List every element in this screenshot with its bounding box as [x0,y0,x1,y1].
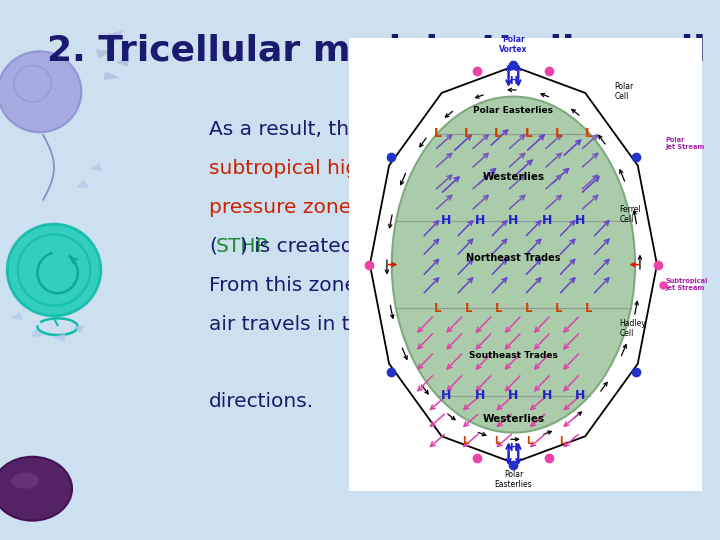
Text: H: H [575,214,585,227]
Polygon shape [72,326,85,333]
Text: H: H [474,214,485,227]
Text: subtropical high: subtropical high [209,159,371,178]
Text: As a result, the: As a result, the [209,120,361,139]
Text: L: L [555,302,562,315]
Text: Subtropical
Jet Stream: Subtropical Jet Stream [665,278,708,291]
Text: Polar
Easterlies: Polar Easterlies [495,470,532,489]
Polygon shape [96,49,112,59]
FancyBboxPatch shape [349,38,702,491]
Text: H: H [509,77,518,86]
Text: L: L [495,302,502,315]
Text: STHP: STHP [215,237,268,256]
Text: Southeast Trades: Southeast Trades [469,351,558,360]
Text: L: L [524,127,533,140]
Ellipse shape [0,457,72,521]
Text: L: L [434,127,442,140]
Text: Hadley
Cell: Hadley Cell [619,319,646,338]
Text: Northeast Trades: Northeast Trades [466,253,561,263]
Polygon shape [103,71,120,80]
Text: L: L [526,436,533,446]
Polygon shape [76,180,89,188]
Text: L: L [464,302,472,315]
Text: L: L [494,436,500,446]
Ellipse shape [0,51,81,132]
Ellipse shape [7,224,101,316]
Text: air travels in two: air travels in two [209,314,378,334]
Text: Polar
Cell: Polar Cell [614,82,634,102]
Ellipse shape [392,97,635,433]
Text: Westerlies: Westerlies [482,414,544,424]
Text: L: L [462,436,468,446]
Text: H: H [508,214,518,227]
Text: L: L [495,127,503,140]
Text: From this zone, the: From this zone, the [209,275,403,295]
Text: Polar
Vortex: Polar Vortex [499,35,528,54]
Text: H: H [509,443,518,453]
Text: Westerlies: Westerlies [482,172,544,182]
Text: L: L [559,436,565,446]
Polygon shape [89,163,102,172]
Text: L: L [585,302,593,315]
Text: H: H [474,389,485,402]
Polygon shape [30,328,43,337]
Text: ) is created.: ) is created. [240,237,360,256]
Text: H: H [541,214,552,227]
Polygon shape [53,333,66,342]
Text: L: L [585,127,593,140]
Ellipse shape [12,472,39,489]
Text: Ferrel
Cell: Ferrel Cell [619,205,641,224]
Text: pressure zone: pressure zone [209,198,351,217]
Text: H: H [575,389,585,402]
Text: H: H [508,389,518,402]
Text: directions.: directions. [209,392,314,411]
Text: L: L [525,302,532,315]
Text: L: L [434,302,442,315]
Polygon shape [117,54,129,67]
Text: 2. Tricellular model – Hadley cell: 2. Tricellular model – Hadley cell [47,35,706,68]
Text: H: H [441,389,451,402]
Text: H: H [541,389,552,402]
Text: L: L [464,127,472,140]
Text: (: ( [209,237,217,256]
Text: L: L [554,127,563,140]
Text: H: H [441,214,451,227]
Text: Polar Easterlies: Polar Easterlies [474,105,554,114]
Polygon shape [11,312,23,320]
Text: Polar
Jet Stream: Polar Jet Stream [665,137,705,150]
Polygon shape [107,30,124,42]
